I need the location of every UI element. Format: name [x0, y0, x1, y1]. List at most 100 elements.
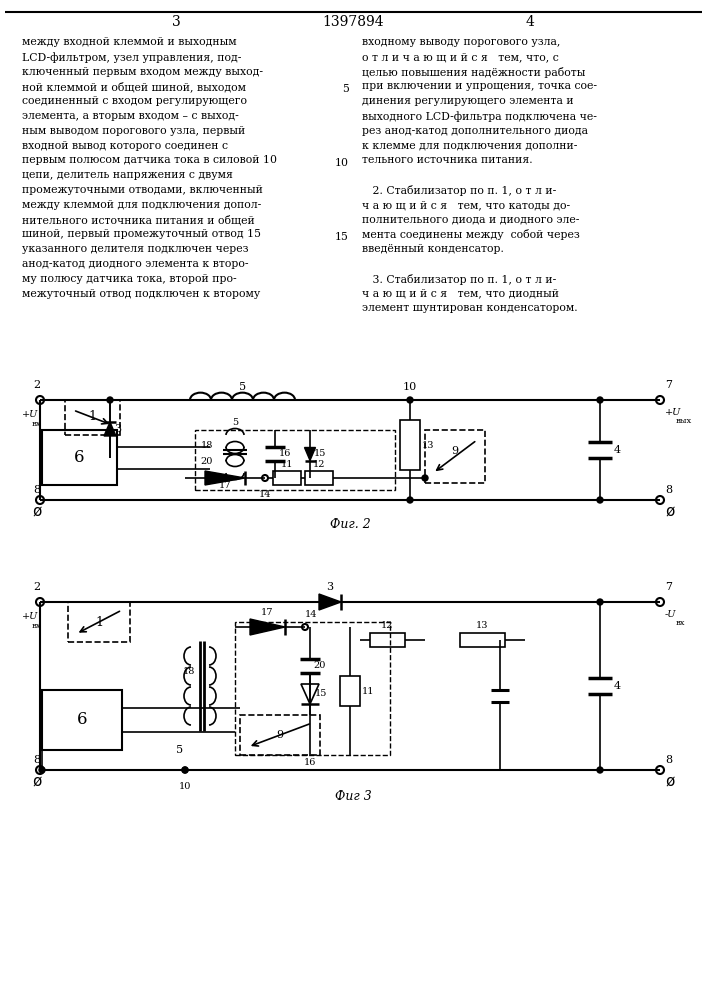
Polygon shape — [319, 594, 341, 610]
Text: ным выводом порогового узла, первый: ным выводом порогового узла, первый — [22, 126, 245, 136]
Text: 1: 1 — [95, 615, 103, 629]
Text: 4: 4 — [525, 15, 534, 29]
Text: 5: 5 — [342, 84, 349, 94]
Polygon shape — [104, 422, 116, 436]
Bar — [240, 715, 320, 755]
Text: 12: 12 — [381, 621, 393, 630]
Text: 11: 11 — [281, 460, 293, 469]
Bar — [42, 430, 117, 485]
Text: цепи, делитель напряжения с двумя: цепи, делитель напряжения с двумя — [22, 170, 233, 180]
Circle shape — [597, 767, 603, 773]
Text: 18: 18 — [201, 442, 213, 450]
Bar — [195, 430, 395, 490]
Text: полнительного диода и диодного эле-: полнительного диода и диодного эле- — [362, 215, 579, 225]
Text: 4: 4 — [614, 445, 621, 455]
Text: анод-катод диодного элемента к второ-: анод-катод диодного элемента к второ- — [22, 259, 248, 269]
Text: 2. Стабилизатор по п. 1, о т л и-: 2. Стабилизатор по п. 1, о т л и- — [362, 185, 556, 196]
Circle shape — [407, 397, 413, 403]
Text: 14: 14 — [259, 490, 271, 499]
Circle shape — [39, 767, 45, 773]
Text: 12: 12 — [312, 460, 325, 469]
Text: ø: ø — [33, 774, 42, 790]
Text: 6: 6 — [77, 712, 87, 728]
Text: элемент шунтирован конденсатором.: элемент шунтирован конденсатором. — [362, 303, 578, 313]
Text: 5: 5 — [239, 382, 246, 392]
Bar — [305, 471, 333, 485]
Text: 16: 16 — [304, 758, 316, 767]
Text: 13: 13 — [476, 621, 489, 630]
Text: первым полюсом датчика тока в силовой 10: первым полюсом датчика тока в силовой 10 — [22, 155, 277, 165]
Bar — [68, 602, 130, 642]
Polygon shape — [305, 448, 315, 460]
Circle shape — [107, 397, 113, 403]
Text: 3: 3 — [327, 582, 334, 592]
Text: 10: 10 — [179, 782, 191, 791]
Text: 1: 1 — [88, 410, 96, 424]
Text: 5: 5 — [232, 418, 238, 427]
Text: тельного источника питания.: тельного источника питания. — [362, 155, 532, 165]
Text: 8: 8 — [33, 755, 40, 765]
Text: к клемме для подключения дополни-: к клемме для подключения дополни- — [362, 141, 578, 151]
Text: между входной клеммой и выходным: между входной клеммой и выходным — [22, 37, 237, 47]
Text: +U: +U — [665, 408, 682, 417]
Text: 13: 13 — [422, 440, 435, 450]
Text: 5: 5 — [177, 745, 184, 755]
Text: Фиг 3: Фиг 3 — [334, 790, 371, 803]
Text: 16: 16 — [279, 450, 291, 458]
Text: 15: 15 — [335, 232, 349, 242]
Text: 8: 8 — [665, 485, 672, 495]
Text: о т л и ч а ю щ и й с я   тем, что, с: о т л и ч а ю щ и й с я тем, что, с — [362, 52, 559, 62]
Text: входному выводу порогового узла,: входному выводу порогового узла, — [362, 37, 561, 47]
Bar — [425, 430, 485, 483]
Circle shape — [597, 397, 603, 403]
Text: 18: 18 — [182, 666, 195, 676]
Text: ч а ю щ и й с я   тем, что диодный: ч а ю щ и й с я тем, что диодный — [362, 289, 559, 299]
Circle shape — [597, 497, 603, 503]
Circle shape — [407, 497, 413, 503]
Polygon shape — [205, 471, 245, 485]
Text: при включении и упрощения, точка сое-: при включении и упрощения, точка сое- — [362, 81, 597, 91]
Text: вх: вх — [32, 622, 42, 630]
Circle shape — [182, 767, 188, 773]
Bar — [340, 676, 360, 706]
Text: 8: 8 — [665, 755, 672, 765]
Text: 7: 7 — [665, 582, 672, 592]
Text: 2: 2 — [33, 582, 40, 592]
Text: 3: 3 — [172, 15, 180, 29]
Text: ø: ø — [665, 504, 674, 520]
Text: входной вывод которого соединен с: входной вывод которого соединен с — [22, 141, 228, 151]
Text: ч а ю щ и й с я   тем, что катоды до-: ч а ю щ и й с я тем, что катоды до- — [362, 200, 570, 210]
Circle shape — [182, 767, 188, 773]
Text: 2: 2 — [33, 380, 40, 390]
Circle shape — [422, 475, 428, 481]
Polygon shape — [250, 619, 285, 635]
Circle shape — [597, 599, 603, 605]
Text: 10: 10 — [403, 382, 417, 392]
Text: 10: 10 — [335, 158, 349, 168]
Text: 20: 20 — [313, 662, 325, 670]
Text: ключенный первым входом между выход-: ключенный первым входом между выход- — [22, 67, 263, 77]
Text: 9: 9 — [452, 446, 459, 456]
Text: элемента, а вторым входом – с выход-: элемента, а вторым входом – с выход- — [22, 111, 239, 121]
Text: ø: ø — [665, 774, 674, 790]
Bar — [273, 471, 301, 485]
Text: между клеммой для подключения допол-: между клеммой для подключения допол- — [22, 200, 262, 210]
Text: -U: -U — [665, 610, 677, 619]
Text: 3: 3 — [114, 424, 121, 434]
Text: Фиг. 2: Фиг. 2 — [329, 518, 370, 531]
Text: 17: 17 — [262, 608, 274, 617]
Bar — [460, 633, 505, 647]
Text: му полюсу датчика тока, второй про-: му полюсу датчика тока, второй про- — [22, 274, 237, 284]
Text: шиной, первый промежуточный отвод 15: шиной, первый промежуточный отвод 15 — [22, 229, 261, 239]
Text: соединенный с входом регулирующего: соединенный с входом регулирующего — [22, 96, 247, 106]
Text: 9: 9 — [276, 730, 284, 740]
Text: динения регулирующего элемента и: динения регулирующего элемента и — [362, 96, 573, 106]
Text: 20: 20 — [201, 458, 213, 466]
Text: ной клеммой и общей шиной, выходом: ной клеммой и общей шиной, выходом — [22, 81, 246, 92]
Bar — [370, 633, 405, 647]
Text: 17: 17 — [218, 481, 231, 490]
Text: 15: 15 — [314, 450, 327, 458]
Text: 3. Стабилизатор по п. 1, о т л и-: 3. Стабилизатор по п. 1, о т л и- — [362, 274, 556, 285]
Text: целью повышения надёжности работы: целью повышения надёжности работы — [362, 67, 585, 78]
Text: промежуточными отводами, включенный: промежуточными отводами, включенный — [22, 185, 263, 195]
